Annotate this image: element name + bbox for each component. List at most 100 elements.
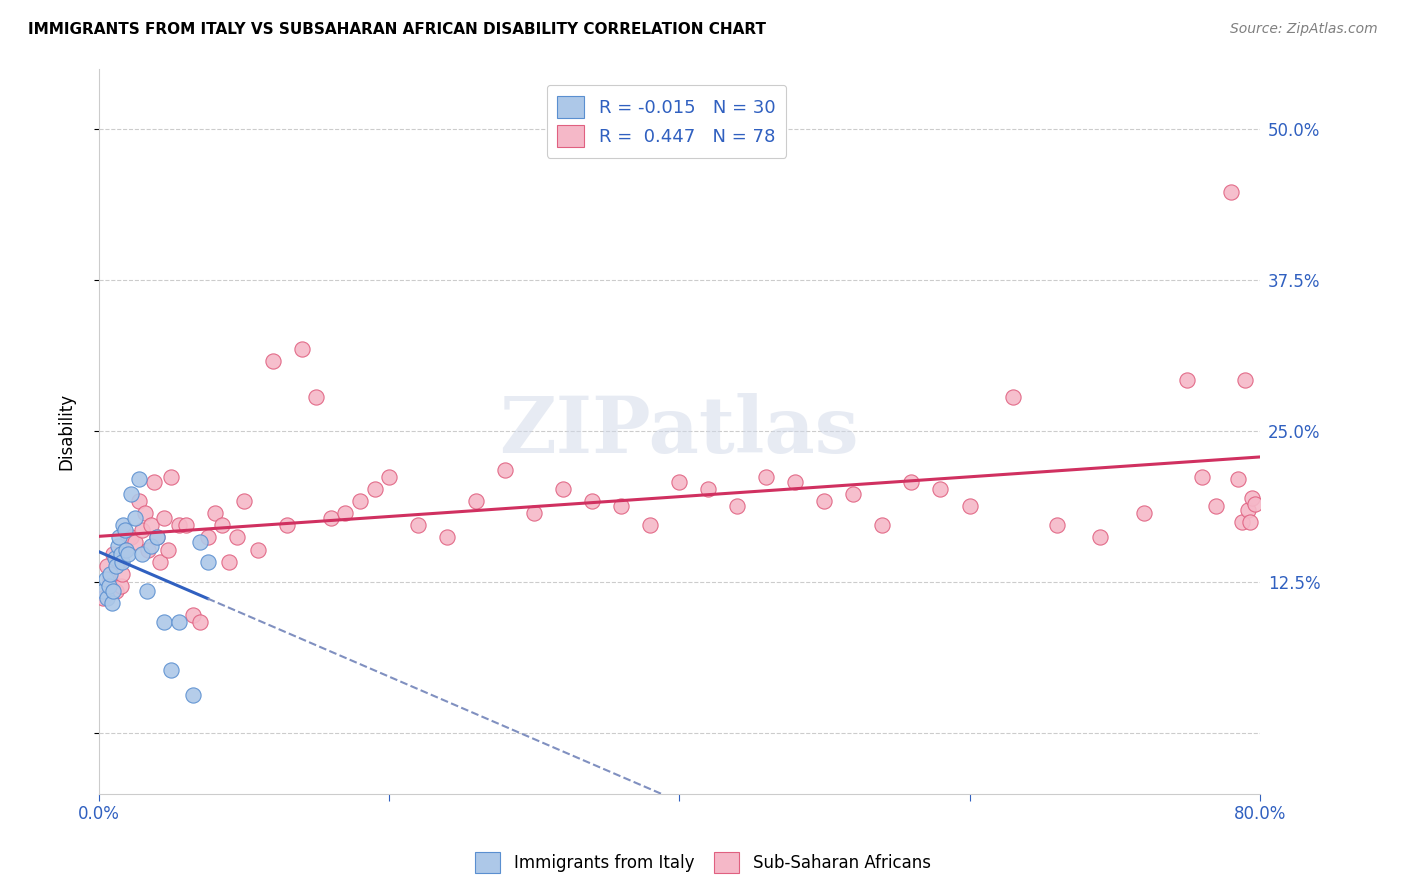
Point	[107, 539, 129, 553]
Point	[131, 523, 153, 537]
Point	[94, 572, 117, 586]
Point	[900, 475, 922, 489]
Point	[103, 547, 125, 561]
Point	[1002, 390, 1025, 404]
Text: IMMIGRANTS FROM ITALY VS SUBSAHARAN AFRICAN DISABILITY CORRELATION CHART: IMMIGRANTS FROM ITALY VS SUBSAHARAN AFRI…	[28, 22, 766, 37]
Point	[1205, 499, 1227, 513]
Point	[128, 494, 150, 508]
Point	[1239, 515, 1261, 529]
Point	[105, 583, 128, 598]
Point	[1226, 472, 1249, 486]
Point	[872, 518, 894, 533]
Point	[167, 518, 190, 533]
Point	[204, 506, 226, 520]
Point	[96, 591, 118, 605]
Point	[697, 482, 720, 496]
Point	[124, 535, 146, 549]
Point	[104, 551, 127, 566]
Point	[111, 566, 134, 581]
Point	[96, 559, 118, 574]
Text: Source: ZipAtlas.com: Source: ZipAtlas.com	[1230, 22, 1378, 37]
Point	[335, 506, 357, 520]
Point	[190, 615, 212, 629]
Point	[1175, 373, 1198, 387]
Point	[1088, 531, 1111, 545]
Point	[105, 559, 128, 574]
Point	[112, 518, 135, 533]
Point	[1232, 515, 1254, 529]
Point	[929, 482, 952, 496]
Point	[232, 494, 254, 508]
Point	[262, 354, 284, 368]
Point	[668, 475, 690, 489]
Point	[110, 547, 132, 561]
Text: ZIPatlas: ZIPatlas	[499, 393, 859, 469]
Point	[114, 523, 136, 537]
Point	[523, 506, 546, 520]
Point	[111, 555, 134, 569]
Point	[97, 579, 120, 593]
Point	[291, 342, 314, 356]
Point	[842, 487, 865, 501]
Point	[100, 566, 122, 581]
Point	[197, 531, 219, 545]
Point	[349, 494, 371, 508]
Point	[494, 463, 516, 477]
Legend: R = -0.015   N = 30, R =  0.447   N = 78: R = -0.015 N = 30, R = 0.447 N = 78	[547, 85, 786, 158]
Point	[153, 615, 176, 629]
Point	[1241, 491, 1264, 505]
Point	[181, 688, 204, 702]
Point	[110, 579, 132, 593]
Point	[134, 506, 156, 520]
Point	[813, 494, 835, 508]
Point	[218, 555, 240, 569]
Point	[319, 511, 342, 525]
Point	[100, 572, 122, 586]
Point	[465, 494, 488, 508]
Point	[406, 518, 429, 533]
Point	[305, 390, 328, 404]
Point	[146, 531, 169, 545]
Point	[128, 472, 150, 486]
Point	[378, 470, 401, 484]
Point	[153, 511, 176, 525]
Point	[120, 531, 142, 545]
Point	[115, 542, 138, 557]
Point	[160, 664, 183, 678]
Point	[1132, 506, 1154, 520]
Point	[131, 547, 153, 561]
Point	[785, 475, 807, 489]
Point	[1244, 497, 1267, 511]
Point	[101, 596, 124, 610]
Point	[1045, 518, 1067, 533]
Point	[120, 487, 142, 501]
Point	[610, 499, 633, 513]
Point	[136, 542, 159, 557]
Point	[135, 583, 157, 598]
Point	[553, 482, 575, 496]
Point	[149, 555, 172, 569]
Point	[638, 518, 661, 533]
Point	[174, 518, 197, 533]
Point	[436, 531, 458, 545]
Point	[190, 535, 212, 549]
Point	[276, 518, 298, 533]
Point	[108, 555, 131, 569]
Point	[124, 511, 146, 525]
Point	[117, 531, 139, 545]
Point	[103, 583, 125, 598]
Point	[114, 542, 136, 557]
Point	[160, 470, 183, 484]
Point	[581, 494, 603, 508]
Point	[91, 591, 114, 605]
Point	[959, 499, 981, 513]
Point	[146, 531, 169, 545]
Point	[142, 475, 165, 489]
Point	[211, 518, 233, 533]
Point	[181, 607, 204, 622]
Point	[1219, 185, 1241, 199]
Point	[1234, 373, 1257, 387]
Point	[755, 470, 778, 484]
Point	[725, 499, 748, 513]
Point	[139, 539, 162, 553]
